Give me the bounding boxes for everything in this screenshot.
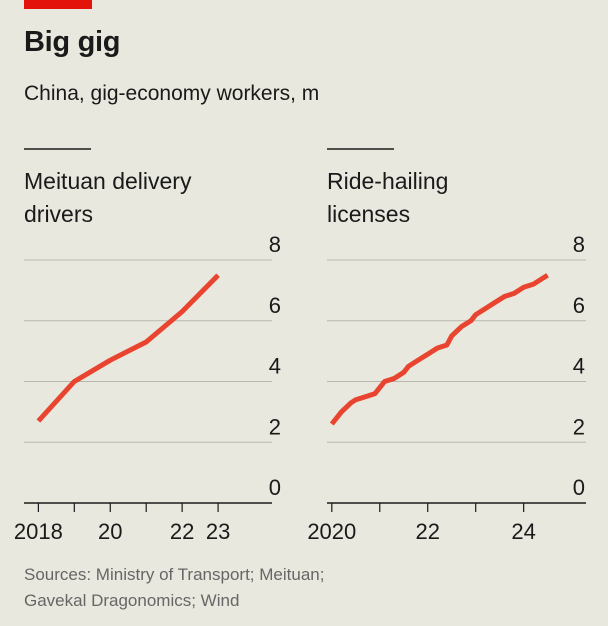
panel-2-y-tick-6: 6	[573, 293, 585, 318]
panel-2-title-line-2: licenses	[327, 201, 410, 227]
panel-2-series-line-1	[329, 273, 549, 426]
panel-1-y-tick-4: 4	[269, 354, 281, 379]
panel-1-y-tick-0: 0	[269, 475, 281, 500]
panel-2-x-tick-label-2022: 22	[415, 519, 439, 544]
panel-1-y-tick-8: 8	[269, 232, 281, 257]
panel-1-x-tick-label-2023: 23	[206, 519, 230, 544]
panel-1-title-line-1: Meituan delivery	[24, 168, 192, 194]
panel-2-y-tick-0: 0	[573, 475, 585, 500]
panel-2-y-tick-2: 2	[573, 414, 585, 439]
source-line-2: Gavekal Dragonomics; Wind	[24, 591, 240, 610]
panel-1-x-tick-label-2022: 22	[170, 519, 194, 544]
panel-1-title-line-2: drivers	[24, 201, 93, 227]
chart-subtitle: China, gig-economy workers, m	[24, 82, 320, 105]
panel-2-title-line-1: Ride-hailing	[327, 168, 448, 194]
panel-2-x-tick-label-2024: 24	[511, 519, 535, 544]
chart-title: Big gig	[24, 26, 121, 58]
source-line-1: Sources: Ministry of Transport; Meituan;	[24, 565, 325, 584]
panel-2-y-tick-8: 8	[573, 232, 585, 257]
panel-2-y-tick-4: 4	[573, 354, 585, 379]
panel-1-x-tick-label-2018: 2018	[14, 519, 63, 544]
panel-1-y-tick-2: 2	[269, 414, 281, 439]
panel-2-x-tick-label-2020: 2020	[307, 519, 356, 544]
panel-1-series-line-1	[36, 273, 220, 423]
panel-1-x-tick-label-2020: 20	[98, 519, 122, 544]
source-note: Sources: Ministry of Transport; Meituan;…	[24, 562, 444, 614]
panel-1-y-tick-6: 6	[269, 293, 281, 318]
brand-red-tag	[24, 0, 92, 9]
